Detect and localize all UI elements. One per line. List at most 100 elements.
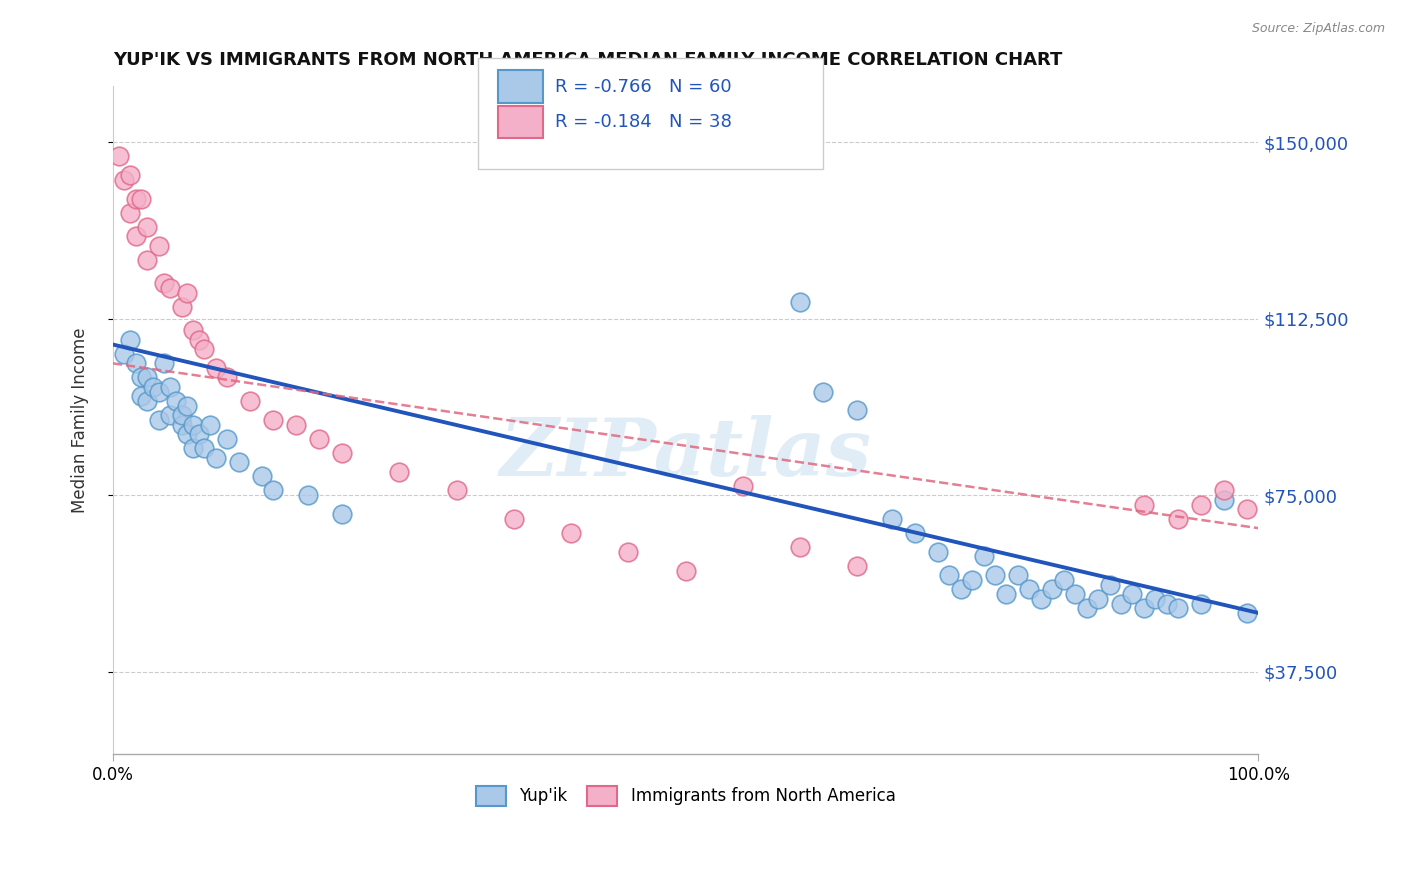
Point bbox=[181, 441, 204, 455]
Point bbox=[1236, 502, 1258, 516]
Point bbox=[118, 333, 141, 347]
Point bbox=[159, 380, 181, 394]
Point bbox=[675, 564, 697, 578]
Point bbox=[330, 507, 353, 521]
Point bbox=[142, 380, 165, 394]
Point bbox=[250, 469, 273, 483]
Text: ZIPatlas: ZIPatlas bbox=[499, 415, 872, 492]
Point bbox=[1121, 587, 1143, 601]
Point bbox=[200, 417, 222, 432]
Point bbox=[165, 394, 187, 409]
Point bbox=[1167, 512, 1189, 526]
Point bbox=[1064, 587, 1087, 601]
Point bbox=[181, 323, 204, 337]
Point bbox=[118, 168, 141, 182]
Point bbox=[1007, 568, 1029, 582]
Point bbox=[1076, 601, 1098, 615]
Point bbox=[148, 413, 170, 427]
Point bbox=[112, 172, 135, 186]
Point bbox=[1029, 591, 1052, 606]
Point bbox=[973, 549, 995, 564]
Point bbox=[131, 192, 153, 206]
Point bbox=[176, 285, 198, 300]
Point bbox=[1133, 498, 1156, 512]
Point bbox=[153, 277, 176, 291]
Point bbox=[239, 394, 262, 409]
Point bbox=[446, 483, 468, 498]
Point bbox=[560, 525, 582, 540]
Point bbox=[217, 432, 239, 446]
Point bbox=[789, 540, 811, 554]
Point bbox=[205, 450, 228, 465]
Point bbox=[1098, 577, 1121, 591]
Point bbox=[1053, 573, 1076, 587]
Point bbox=[1087, 591, 1109, 606]
Point bbox=[949, 582, 972, 597]
Point bbox=[927, 545, 949, 559]
Point bbox=[153, 356, 176, 370]
Point bbox=[136, 252, 159, 267]
Point bbox=[388, 465, 411, 479]
Point bbox=[217, 370, 239, 384]
Point bbox=[1018, 582, 1040, 597]
Point bbox=[170, 300, 193, 314]
Point bbox=[170, 408, 193, 422]
Point bbox=[880, 512, 903, 526]
Point bbox=[1109, 597, 1132, 611]
Point bbox=[193, 343, 215, 357]
Point bbox=[731, 479, 754, 493]
Point bbox=[1144, 591, 1167, 606]
Y-axis label: Median Family Income: Median Family Income bbox=[72, 327, 89, 513]
Point bbox=[131, 389, 153, 403]
Point bbox=[1213, 492, 1236, 507]
Text: R = -0.184   N = 38: R = -0.184 N = 38 bbox=[555, 113, 733, 131]
Point bbox=[118, 205, 141, 219]
Point bbox=[131, 370, 153, 384]
Point bbox=[285, 417, 308, 432]
Point bbox=[125, 229, 148, 244]
Point bbox=[136, 370, 159, 384]
Text: YUP'IK VS IMMIGRANTS FROM NORTH AMERICA MEDIAN FAMILY INCOME CORRELATION CHART: YUP'IK VS IMMIGRANTS FROM NORTH AMERICA … bbox=[112, 51, 1062, 69]
Point bbox=[205, 361, 228, 376]
Point bbox=[262, 483, 284, 498]
Point bbox=[125, 356, 148, 370]
Point bbox=[228, 455, 250, 469]
Point bbox=[938, 568, 960, 582]
Point bbox=[1040, 582, 1063, 597]
Point bbox=[187, 427, 209, 442]
Point bbox=[170, 417, 193, 432]
Point bbox=[330, 446, 353, 460]
Point bbox=[846, 403, 869, 417]
Point bbox=[159, 408, 181, 422]
Point bbox=[1189, 597, 1212, 611]
Point bbox=[193, 441, 215, 455]
Point bbox=[148, 384, 170, 399]
Point bbox=[1156, 597, 1178, 611]
Point bbox=[136, 394, 159, 409]
Point bbox=[136, 219, 159, 234]
Legend: Yup'ik, Immigrants from North America: Yup'ik, Immigrants from North America bbox=[470, 779, 903, 813]
Point bbox=[995, 587, 1018, 601]
Point bbox=[148, 238, 170, 252]
Point bbox=[262, 413, 284, 427]
Point bbox=[1236, 606, 1258, 620]
Point bbox=[1189, 498, 1212, 512]
Point bbox=[176, 427, 198, 442]
Point bbox=[1133, 601, 1156, 615]
Point bbox=[789, 295, 811, 310]
Point bbox=[107, 149, 129, 163]
Point bbox=[159, 281, 181, 295]
Point bbox=[125, 192, 148, 206]
Point bbox=[502, 512, 524, 526]
Point bbox=[187, 333, 209, 347]
Point bbox=[308, 432, 330, 446]
Text: Source: ZipAtlas.com: Source: ZipAtlas.com bbox=[1251, 22, 1385, 36]
Point bbox=[1167, 601, 1189, 615]
Point bbox=[1213, 483, 1236, 498]
Point bbox=[846, 558, 869, 573]
Point bbox=[984, 568, 1007, 582]
Point bbox=[181, 417, 204, 432]
Point bbox=[617, 545, 640, 559]
Point bbox=[960, 573, 983, 587]
Point bbox=[297, 488, 319, 502]
